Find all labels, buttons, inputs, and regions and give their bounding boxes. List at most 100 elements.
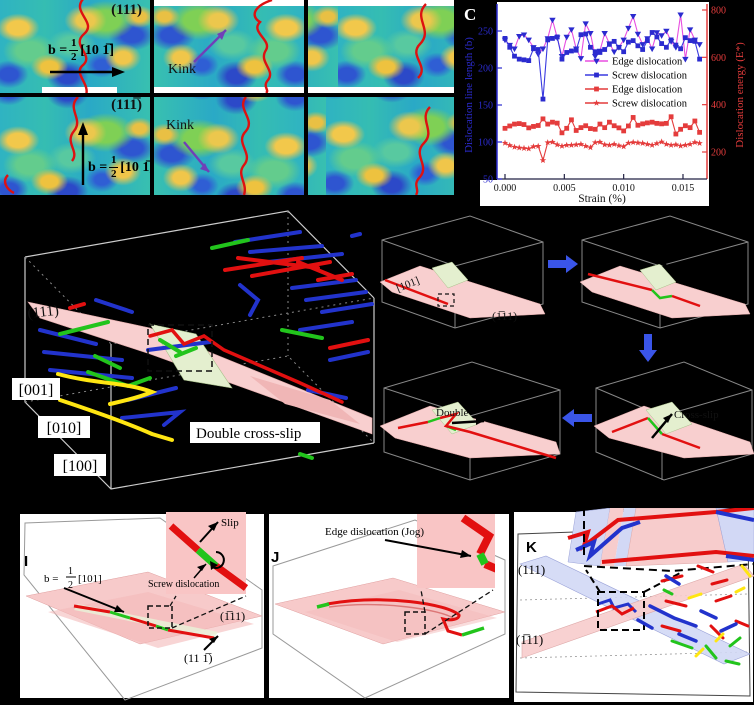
red-dislocation-lines <box>68 256 370 350</box>
ytick-right: 200 <box>711 148 726 159</box>
legend-entry: Edge dislocation <box>612 85 683 96</box>
panel-k: (111) (1̅11) K <box>514 508 754 702</box>
double-label: Double <box>436 407 469 419</box>
ytick-left: 100 <box>478 138 493 149</box>
panel-i-label: I <box>24 553 28 570</box>
surface-panel-r2c1: (111̅) b =12[10 1̅] <box>0 97 150 195</box>
cross-slip-plane <box>149 323 233 389</box>
edge-jog-label: Edge dislocation (Jog) <box>325 526 424 538</box>
panel-c-label: C <box>464 5 476 24</box>
slip-plane-2 <box>305 590 497 642</box>
xtick: 0.000 <box>494 183 517 194</box>
ytick-right: 800 <box>711 5 726 16</box>
inset-screw: Slip <box>166 512 249 594</box>
kink-arrow <box>217 30 226 40</box>
surface-panel-r1c1: (111) b = 1 2 [10 1̅] <box>0 0 150 93</box>
middle-3d-section: (111) [001] [010] [100] Double cross-sli… <box>12 210 754 490</box>
red-main-dislocation <box>148 328 344 404</box>
legend-entry: Edge dislocation <box>612 57 683 68</box>
plane-label: (111̅) <box>111 97 142 113</box>
axis-labels: [001] [010] [100] <box>12 378 106 476</box>
burgers-fraction-label: b = 1 2 [101] <box>44 566 102 591</box>
screw-dislocation-label: Screw dislocation <box>148 579 219 590</box>
kink-label: Kink <box>168 62 196 77</box>
zoom-region-box <box>404 611 426 635</box>
panel-j: Edge dislocation (Jog) J <box>269 514 509 699</box>
surface-panel-r2c3 <box>308 97 454 195</box>
y-axis-title-left: Dislocation line length (b) <box>463 37 475 153</box>
svg-text:2: 2 <box>68 580 73 591</box>
dislocation-chart: 50 100 150 200 250 200 400 600 800 0.000 0.005 0.01… <box>463 2 746 206</box>
rotation-arrow-icon <box>211 551 225 569</box>
legend-entry: Screw dislocation <box>612 99 688 110</box>
plane-label: (111) <box>111 2 142 18</box>
ytick-left: 200 <box>478 64 493 75</box>
cross-slip-label: Cross-slip <box>674 409 719 421</box>
plot-bottom-margin <box>480 180 709 206</box>
slip-label: Slip <box>221 517 239 529</box>
kink-overlay-r1c2 <box>193 0 273 93</box>
kink-arrow <box>200 163 209 172</box>
x-axis-title: Strain (%) <box>578 193 626 205</box>
box-wireframe <box>23 517 263 701</box>
dislocation-line-overlay <box>414 106 431 195</box>
zoom-region-box <box>147 324 213 372</box>
dislocation-line-overlay <box>415 3 427 79</box>
flow-arrow-right-icon <box>548 255 578 273</box>
ytick-left: 150 <box>478 101 493 112</box>
slip-plane-shadow <box>250 376 360 424</box>
ytick-right: 400 <box>711 100 726 111</box>
red-reaction-line <box>595 604 635 616</box>
panel-i: Slip Screw dislocation b = 1 2 [101] (1̅… <box>20 512 264 701</box>
inset-reaction <box>567 508 754 573</box>
plane-top-label: (111) <box>518 562 545 577</box>
plane-label-111: (111) <box>27 303 60 322</box>
plane2-label: (11 1̅) <box>184 651 213 665</box>
sequence-box-4: Cross-slip <box>593 361 754 481</box>
dislocation-line-overlay <box>50 0 125 93</box>
ytick-left: 50 <box>483 175 493 186</box>
surface-white-edge <box>42 79 117 93</box>
kink-label: Kink <box>166 118 194 133</box>
plane-bottom-label: (1̅11) <box>516 632 543 647</box>
dislocation-line-overlay <box>3 97 88 195</box>
axis-100: [100] <box>63 458 98 475</box>
flow-arrow-left-icon <box>562 409 592 427</box>
surface-white-edge <box>308 0 454 15</box>
svg-text:[101]: [101] <box>78 573 102 585</box>
caption-box <box>190 422 320 443</box>
green-segments <box>316 602 485 637</box>
sequence-box-3: Double <box>379 361 561 481</box>
panel-j-label: J <box>271 549 279 566</box>
burgers-arrow <box>63 587 125 613</box>
main-simulation-box: (111) [001] [010] [100] Double cross-sli… <box>12 210 375 490</box>
xtick: 0.010 <box>612 183 635 194</box>
axis-010: [010] <box>47 420 82 437</box>
panel-k-label: K <box>526 539 537 556</box>
kink-overlay-r2c2 <box>183 97 251 195</box>
surface-panel-r1c3 <box>308 0 454 93</box>
zoom-region-box <box>147 605 173 629</box>
plane-m111-band <box>521 563 754 659</box>
surface-white-edge <box>308 79 454 93</box>
plane-m111-label: (1̅11) <box>492 309 517 323</box>
axis-001: [001] <box>19 382 54 399</box>
bottom-panels: Slip Screw dislocation b = 1 2 [101] (1̅… <box>20 508 754 702</box>
svg-text:b =: b = <box>44 573 58 585</box>
ytick-right: 600 <box>711 53 726 64</box>
ytick-left: 250 <box>478 27 493 38</box>
dislocation-debris <box>636 564 752 666</box>
flow-arrow-down-icon <box>639 334 657 362</box>
legend-entry: Screw dislocation <box>612 71 688 82</box>
y-axis-title-right: Dislocation energy (E*) <box>734 42 746 148</box>
svg-text:1: 1 <box>68 566 73 577</box>
plane1-label: (1̅11) <box>220 609 245 623</box>
red-screw-line <box>73 604 215 640</box>
sequence-box-2 <box>579 215 751 329</box>
xtick: 0.015 <box>672 183 695 194</box>
sequence-box-1: [101] (1̅11) <box>379 215 546 329</box>
yellow-dislocation-lines <box>56 372 174 442</box>
double-cross-slip-caption: Double cross-slip <box>196 426 301 442</box>
